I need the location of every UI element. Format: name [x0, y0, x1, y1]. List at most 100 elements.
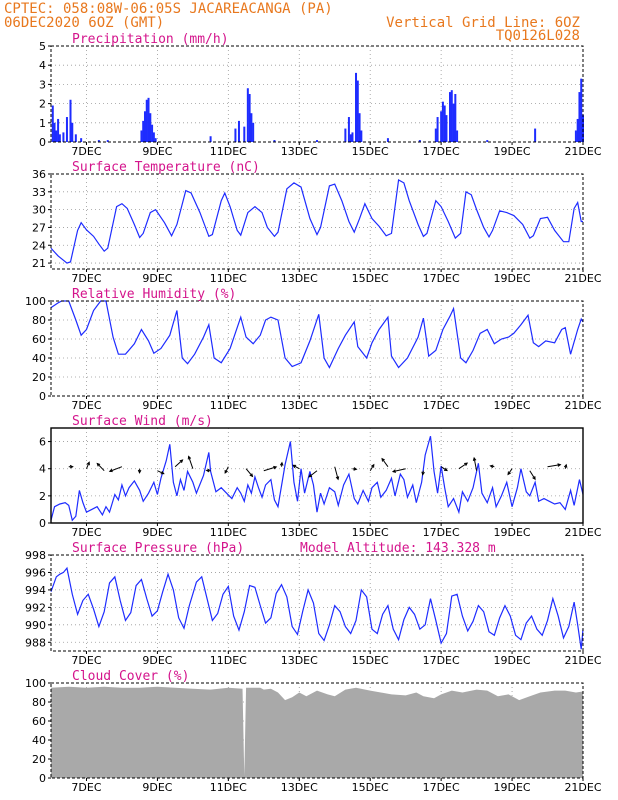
y-tick-label: 60: [32, 333, 46, 346]
header-grid-line: Vertical Grid Line: 6OZ: [386, 15, 580, 31]
y-tick-label: 4: [39, 463, 46, 476]
wind-arrowhead: [557, 463, 562, 467]
wind-arrowhead: [532, 476, 536, 481]
x-tick-label: 21DEC: [564, 654, 601, 667]
y-tick-label: 30: [32, 204, 46, 217]
y-tick-label: 80: [32, 696, 46, 709]
x-tick-label: 15DEC: [352, 272, 389, 285]
x-tick-label: 19DEC: [494, 781, 531, 794]
precip-bar: [234, 128, 237, 142]
precip-bar: [147, 97, 150, 142]
precip-bar: [246, 88, 249, 142]
x-tick-label: 19DEC: [494, 272, 531, 285]
precip-bar: [250, 113, 253, 142]
x-tick-label: 7DEC: [71, 526, 101, 539]
wind-arrowhead: [443, 467, 448, 472]
x-tick-label: 11DEC: [210, 272, 247, 285]
precip-bar: [440, 111, 443, 142]
precip-bar: [386, 138, 389, 142]
precip-bar: [349, 134, 352, 142]
y-tick-label: 40: [32, 734, 46, 747]
x-tick-label: 17DEC: [423, 781, 460, 794]
x-tick-label: 17DEC: [423, 145, 460, 158]
wind-arrow: [381, 458, 389, 468]
x-tick-label: 7DEC: [71, 781, 101, 794]
wind-arrow: [224, 466, 229, 474]
x-tick-label: 7DEC: [71, 399, 101, 412]
panel-title: Relative Humidity (%): [72, 287, 236, 302]
y-tick-label: 2: [39, 490, 46, 503]
precip-bar: [578, 92, 581, 142]
wind-arrowhead: [187, 455, 192, 460]
precip-bar: [65, 117, 68, 142]
wind-arrowhead: [353, 467, 358, 471]
x-tick-label: 15DEC: [352, 145, 389, 158]
wind-arrow: [458, 462, 468, 470]
wind-arrow: [507, 468, 513, 475]
x-tick-label: 9DEC: [142, 781, 172, 794]
wind-arrow: [263, 466, 277, 472]
precip-bar: [237, 120, 240, 142]
x-tick-label: 11DEC: [210, 145, 247, 158]
plot-frame: [50, 554, 584, 652]
precip-bar: [252, 122, 255, 142]
x-tick-label: 17DEC: [423, 654, 460, 667]
precip-bar: [449, 92, 451, 142]
y-tick-label: 2: [39, 98, 46, 111]
y-tick-label: 80: [32, 314, 46, 327]
precip-bar: [154, 138, 157, 142]
series-line: [50, 566, 584, 650]
wind-arrowhead: [464, 462, 469, 466]
wind-arrow: [96, 463, 105, 472]
wind-arrow: [308, 470, 318, 478]
panel-3: 0 20 40 60 80 100 7DEC 9DEC 11DEC 13DEC 15DEC 17DEC…: [25, 287, 602, 412]
precip-bar: [356, 80, 359, 142]
header-model-code: TQ0126L028: [496, 28, 580, 44]
panel-title: Precipitation (mm/h): [72, 32, 229, 47]
precip-bar: [574, 130, 577, 142]
wind-arrow: [529, 470, 536, 480]
y-tick-label: 0: [39, 390, 46, 403]
wind-arrow: [157, 470, 164, 475]
panel-subtitle: Model Altitude: 143.328 m: [300, 541, 496, 556]
wind-arrowhead: [273, 465, 278, 470]
x-tick-label: 19DEC: [494, 399, 531, 412]
precip-bar: [142, 120, 145, 142]
y-tick-label: 20: [32, 753, 46, 766]
precip-bar: [58, 134, 61, 142]
panel-5: 988 990 992 994 996 998 7DEC 9DEC 11DEC 13DEC 15DE…: [25, 541, 602, 667]
wind-arrowhead: [108, 468, 113, 473]
panel-title: Surface Wind (m/s): [72, 414, 213, 429]
x-tick-label: 13DEC: [281, 145, 318, 158]
wind-arrowhead: [563, 463, 568, 468]
precip-bar: [351, 132, 354, 142]
y-tick-label: 21: [32, 257, 46, 270]
x-tick-label: 21DEC: [564, 272, 601, 285]
x-tick-label: 13DEC: [281, 654, 318, 667]
x-tick-label: 7DEC: [71, 654, 101, 667]
y-tick-label: 998: [25, 549, 46, 562]
precip-bar: [445, 115, 448, 142]
precip-bar: [443, 105, 446, 142]
x-tick-label: 13DEC: [281, 272, 318, 285]
precip-bar: [347, 117, 350, 142]
y-tick-label: 990: [25, 619, 46, 632]
x-tick-label: 17DEC: [423, 526, 460, 539]
precip-bar: [436, 117, 439, 142]
wind-arrowhead: [96, 462, 101, 467]
wind-arrowhead: [391, 469, 397, 473]
precip-bar: [580, 78, 583, 142]
precip-bar: [53, 122, 56, 142]
precip-bar: [80, 138, 83, 142]
precip-bar: [209, 136, 212, 142]
y-tick-label: 3: [39, 78, 46, 91]
precip-bar: [248, 94, 251, 142]
x-tick-label: 17DEC: [423, 272, 460, 285]
x-tick-label: 9DEC: [142, 654, 172, 667]
x-tick-label: 21DEC: [564, 145, 601, 158]
precip-bar: [450, 90, 453, 142]
y-tick-label: 994: [25, 584, 46, 597]
x-tick-label: 15DEC: [352, 781, 389, 794]
x-tick-label: 9DEC: [142, 272, 172, 285]
wind-arrow: [334, 466, 339, 480]
